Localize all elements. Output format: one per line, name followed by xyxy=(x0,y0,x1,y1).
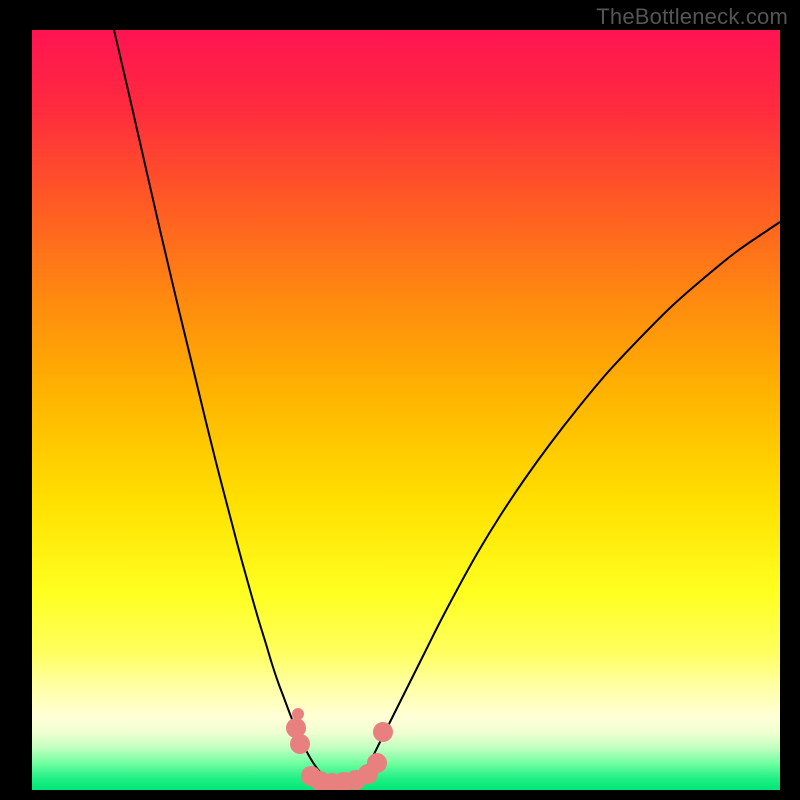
data-marker xyxy=(373,722,393,742)
bottleneck-curve xyxy=(114,30,780,784)
watermark-text: TheBottleneck.com xyxy=(596,4,788,30)
curve-layer xyxy=(32,30,780,790)
data-marker-small xyxy=(292,708,304,720)
data-marker xyxy=(290,734,310,754)
data-marker xyxy=(367,753,387,773)
plot-area xyxy=(32,30,780,790)
